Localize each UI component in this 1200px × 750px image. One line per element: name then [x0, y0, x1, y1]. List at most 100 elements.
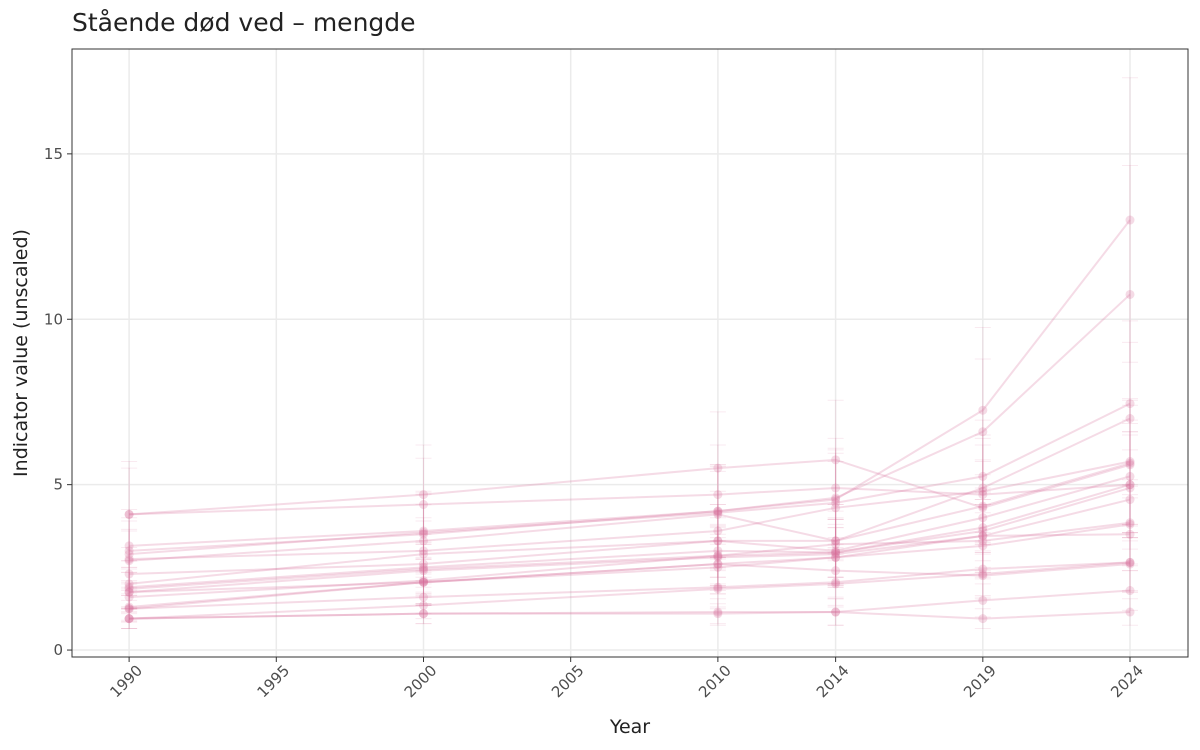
point	[1125, 413, 1135, 423]
point	[713, 607, 723, 617]
point	[978, 405, 988, 415]
error-bar	[1122, 598, 1139, 626]
point	[831, 455, 841, 465]
series-line	[129, 487, 1131, 590]
error-bar	[827, 518, 844, 587]
y-tick-label: 0	[53, 641, 63, 659]
series-line	[129, 498, 1131, 594]
point	[713, 509, 723, 519]
point	[1125, 518, 1135, 528]
error-bar	[827, 504, 844, 578]
point	[124, 614, 134, 624]
point	[418, 566, 428, 576]
error-bar	[709, 464, 726, 558]
error-bar	[827, 449, 844, 550]
error-bar	[1122, 479, 1139, 567]
point	[124, 604, 134, 614]
error-bar	[709, 527, 726, 588]
point	[831, 566, 841, 576]
y-axis-label: Indicator value (unscaled)	[10, 229, 32, 477]
series-line	[129, 561, 1131, 610]
point	[124, 614, 134, 624]
point	[978, 569, 988, 579]
error-bar	[121, 594, 138, 623]
error-bar	[121, 608, 138, 630]
error-bar	[709, 465, 726, 560]
point	[713, 526, 723, 536]
point	[713, 536, 723, 546]
point	[713, 559, 723, 569]
error-bar	[974, 474, 991, 562]
error-bar	[974, 499, 991, 573]
error-bar	[415, 520, 432, 588]
error-bar	[121, 520, 138, 588]
point	[831, 547, 841, 557]
error-bar	[121, 530, 138, 592]
grid	[72, 49, 1188, 657]
error-bar	[415, 540, 432, 595]
error-bar	[121, 560, 138, 608]
series-line	[129, 417, 1131, 562]
error-bar	[974, 551, 991, 600]
series-line	[129, 483, 1131, 516]
point	[124, 569, 134, 579]
point	[713, 508, 723, 518]
error-bar	[709, 411, 726, 525]
error-bar	[1122, 449, 1139, 550]
point	[978, 471, 988, 481]
error-bar	[121, 608, 138, 630]
point	[1125, 480, 1135, 490]
point	[831, 577, 841, 587]
point	[418, 500, 428, 510]
error-bar	[415, 517, 432, 585]
error-bar	[121, 568, 138, 610]
error-bar	[415, 558, 432, 606]
error-bar	[827, 437, 844, 539]
y-tick-label: 5	[53, 476, 63, 494]
point	[1125, 460, 1135, 470]
point	[418, 526, 428, 536]
error-bar	[827, 504, 844, 578]
error-bar	[415, 580, 432, 615]
point	[124, 579, 134, 589]
error-bar	[709, 490, 726, 572]
error-bar	[709, 566, 726, 608]
error-bar	[415, 603, 432, 625]
panel-border	[71, 48, 1189, 658]
error-bar	[1122, 320, 1139, 487]
point	[978, 614, 988, 624]
point	[978, 513, 988, 523]
point	[713, 551, 723, 561]
error-bar	[415, 494, 432, 575]
point	[978, 490, 988, 500]
point	[418, 577, 428, 587]
point	[713, 463, 723, 473]
point	[418, 559, 428, 569]
error-bar	[121, 580, 138, 615]
point	[124, 592, 134, 602]
error-bar	[415, 457, 432, 552]
point	[1125, 457, 1135, 467]
point	[978, 531, 988, 541]
series-line	[129, 402, 1131, 556]
point	[418, 490, 428, 500]
point	[831, 552, 841, 562]
series-line	[129, 458, 1131, 516]
error-bar	[827, 558, 844, 606]
point	[713, 584, 723, 594]
error-bar	[974, 542, 991, 596]
point	[978, 526, 988, 536]
error-bar	[415, 603, 432, 625]
point	[713, 552, 723, 562]
point	[124, 604, 134, 614]
point	[124, 556, 134, 566]
point	[418, 529, 428, 539]
error-bar	[1122, 398, 1139, 525]
error-bar	[1122, 434, 1139, 542]
point	[978, 501, 988, 511]
error-bar	[709, 464, 726, 558]
error-bar	[974, 437, 991, 545]
error-bar	[1122, 419, 1139, 534]
error-bar	[709, 537, 726, 592]
